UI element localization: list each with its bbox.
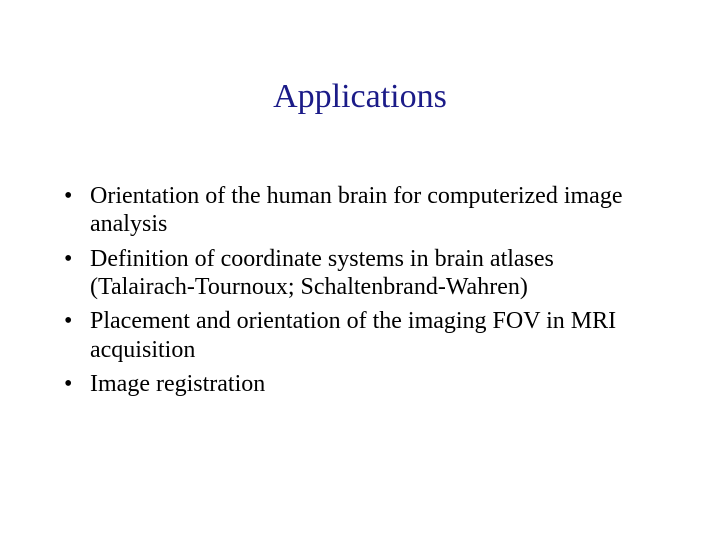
list-item: Orientation of the human brain for compu… — [64, 182, 640, 239]
slide-title: Applications — [0, 78, 720, 116]
list-item: Definition of coordinate systems in brai… — [64, 245, 640, 302]
slide-body: Orientation of the human brain for compu… — [64, 182, 640, 404]
bullet-list: Orientation of the human brain for compu… — [64, 182, 640, 398]
list-item: Image registration — [64, 370, 640, 398]
list-item: Placement and orientation of the imaging… — [64, 307, 640, 364]
slide: Applications Orientation of the human br… — [0, 0, 720, 540]
